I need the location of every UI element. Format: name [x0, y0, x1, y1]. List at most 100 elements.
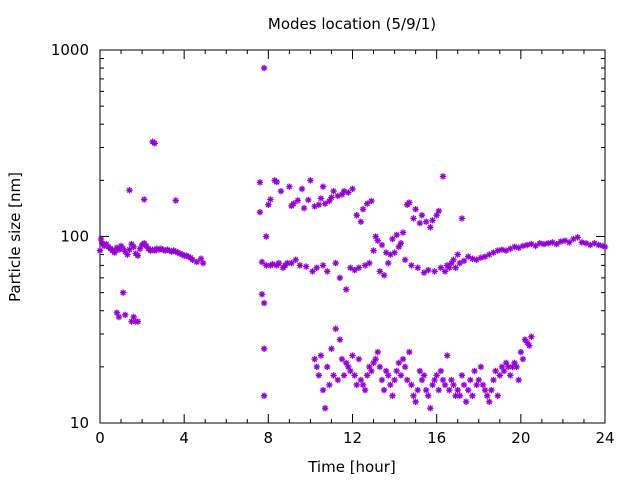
data-point — [364, 372, 371, 379]
data-point — [385, 259, 392, 267]
data-point — [342, 286, 350, 293]
data-point — [193, 258, 200, 266]
data-point — [151, 140, 158, 147]
data-point — [319, 183, 327, 190]
data-point — [321, 405, 329, 412]
data-point — [490, 376, 497, 384]
data-point — [353, 212, 360, 219]
data-point — [263, 262, 270, 269]
data-point — [420, 372, 428, 379]
data-point — [500, 367, 508, 375]
data-point — [393, 231, 400, 239]
data-point — [441, 381, 449, 389]
data-point — [374, 348, 381, 356]
x-tick-label: 12 — [343, 429, 362, 447]
data-point — [111, 249, 118, 256]
data-point — [260, 345, 268, 352]
data-point — [454, 386, 461, 394]
data-point — [418, 212, 426, 219]
data-point — [364, 200, 371, 207]
data-point — [412, 206, 419, 213]
data-point — [395, 359, 402, 367]
data-point — [458, 372, 466, 379]
data-point — [286, 183, 293, 190]
x-tick-label: 20 — [511, 429, 530, 447]
data-point — [420, 269, 428, 276]
data-point — [119, 289, 127, 296]
data-point — [368, 367, 375, 375]
data-point — [324, 268, 331, 275]
data-point — [317, 195, 325, 202]
data-point — [601, 243, 609, 251]
data-point — [467, 376, 474, 384]
data-point — [456, 392, 464, 399]
data-point — [345, 189, 352, 196]
data-point — [311, 355, 318, 363]
data-point — [433, 372, 440, 379]
data-point — [412, 398, 419, 405]
data-point — [406, 348, 413, 356]
data-point — [336, 274, 344, 282]
data-point — [431, 268, 438, 275]
data-point — [465, 386, 472, 394]
data-point — [313, 264, 320, 271]
data-point — [422, 218, 430, 225]
data-point — [385, 372, 392, 379]
data-point — [260, 64, 268, 72]
data-point — [380, 386, 388, 394]
data-point — [414, 386, 421, 394]
data-point — [342, 359, 350, 367]
data-point — [380, 272, 388, 279]
data-point — [553, 240, 560, 248]
data-point — [267, 196, 274, 203]
data-point — [273, 178, 280, 186]
data-point — [277, 187, 285, 195]
data-point — [315, 201, 323, 208]
data-point — [439, 173, 447, 180]
data-point — [347, 367, 354, 375]
data-point — [315, 372, 323, 379]
data-point — [397, 240, 405, 247]
data-point — [122, 311, 129, 319]
data-point — [319, 386, 327, 394]
data-point — [431, 376, 438, 384]
data-point — [172, 197, 179, 204]
data-point — [532, 242, 539, 250]
data-point — [429, 381, 436, 389]
data-point — [427, 224, 434, 231]
data-point — [471, 367, 478, 375]
data-point — [357, 376, 365, 384]
data-point — [305, 196, 312, 204]
data-point — [324, 363, 331, 371]
data-point — [528, 333, 535, 340]
data-point — [124, 251, 131, 258]
data-point — [389, 235, 396, 243]
data-point — [458, 215, 466, 222]
data-point — [435, 207, 442, 215]
data-point — [481, 386, 489, 394]
data-point — [256, 208, 264, 216]
data-point — [435, 386, 442, 394]
data-point — [96, 247, 104, 254]
data-point — [399, 229, 407, 236]
data-point — [416, 367, 424, 375]
data-point — [366, 259, 373, 267]
y-tick-label: 10 — [70, 414, 89, 432]
x-tick-label: 4 — [179, 429, 189, 447]
data-point — [519, 355, 527, 363]
data-point — [328, 345, 335, 352]
data-point — [296, 262, 304, 269]
data-point — [256, 179, 264, 186]
data-point — [450, 256, 457, 264]
data-point — [258, 258, 266, 266]
data-point — [136, 245, 144, 252]
data-point — [425, 392, 432, 399]
data-point — [488, 386, 495, 394]
data-point — [422, 386, 430, 394]
data-point — [300, 204, 308, 212]
data-point — [353, 381, 360, 389]
plot-area — [96, 49, 609, 424]
data-point — [307, 177, 314, 184]
x-tick-labels: 0 4 8 12 16 20 24 — [95, 429, 614, 447]
data-point — [479, 381, 487, 389]
